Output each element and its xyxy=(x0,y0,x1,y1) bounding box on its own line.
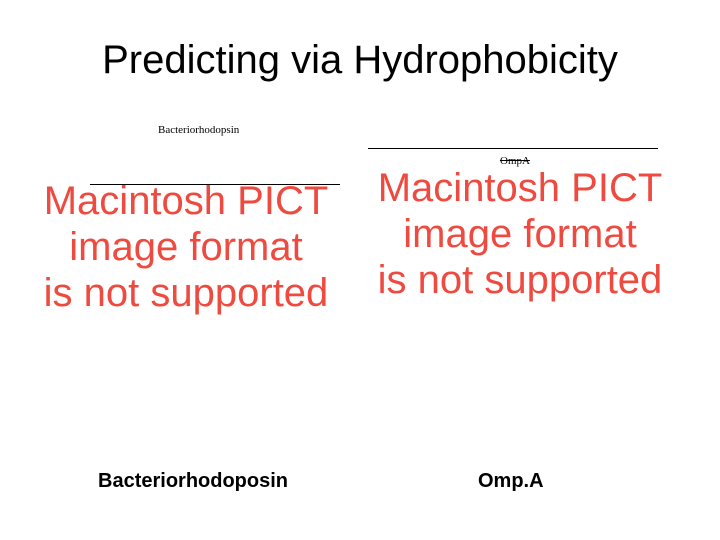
page-title: Predicting via Hydrophobicity xyxy=(0,38,720,83)
bottom-label-bacteriorhodoposin: Bacteriorhodoposin xyxy=(98,470,288,493)
bottom-label-ompa: Omp.A xyxy=(478,470,544,493)
image-placeholder-left: Macintosh PICT image format is not suppo… xyxy=(26,178,346,316)
placeholder-line: image format xyxy=(403,212,636,256)
placeholder-line: Macintosh PICT xyxy=(378,166,663,210)
image-placeholder-right: Macintosh PICT image format is not suppo… xyxy=(330,165,710,303)
placeholder-line: is not supported xyxy=(378,258,663,302)
placeholder-line: image format xyxy=(69,225,302,269)
placeholder-line: is not supported xyxy=(44,271,329,315)
placeholder-line: Macintosh PICT xyxy=(44,179,329,223)
divider-right xyxy=(368,148,658,149)
small-label-bacteriorhodopsin: Bacteriorhodopsin xyxy=(158,124,239,136)
